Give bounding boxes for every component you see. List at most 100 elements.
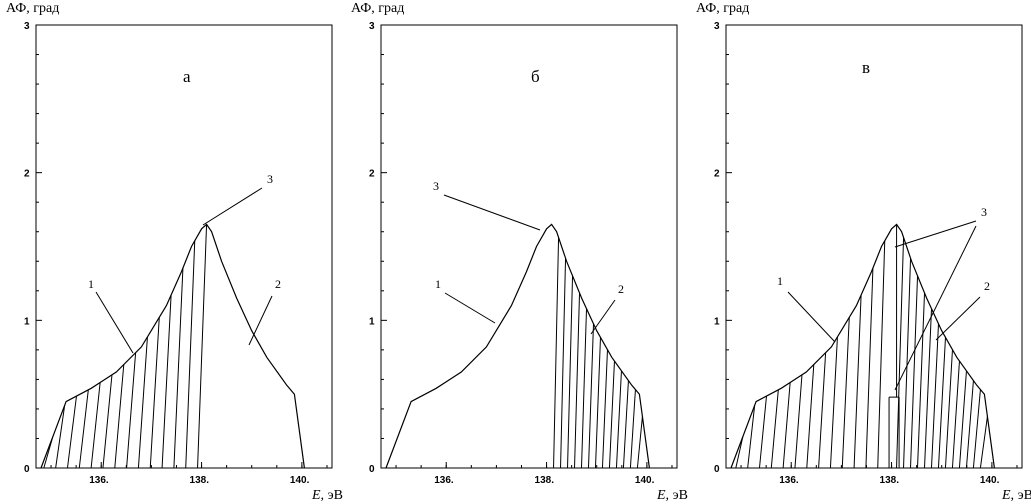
leader-line-3 <box>443 194 541 231</box>
curve-label-3: 3 <box>981 205 987 219</box>
hatch-line <box>923 308 933 469</box>
hatch-line <box>951 360 960 469</box>
y-tick-label: 1 <box>369 316 375 327</box>
leader-line-2 <box>935 296 981 341</box>
hatch-line <box>149 317 160 469</box>
x-tick-label: 138. <box>880 475 900 486</box>
hatch-line <box>137 336 148 469</box>
y-tick-label: 2 <box>24 169 30 180</box>
hatch-line <box>853 295 862 469</box>
leader-line-3-b <box>894 225 977 391</box>
hatch-line <box>567 275 574 469</box>
plot-frame <box>35 24 333 469</box>
hatch-line <box>794 374 803 469</box>
y-tick-label: 2 <box>369 169 375 180</box>
hatch-line <box>944 349 953 469</box>
x-tick-label: 140. <box>635 475 655 486</box>
panel-letter: а <box>183 67 191 86</box>
x-tick-label: 140. <box>980 475 1000 486</box>
y-tick-label: 0 <box>24 464 30 475</box>
chart-panel-b: 0 1 2 3 136. 138. 140. АФ, град E, эВ б 1 2 3 <box>345 0 689 504</box>
hatch-line <box>126 352 137 469</box>
hatch-line <box>90 382 101 469</box>
hatch-line <box>770 389 779 469</box>
chart-svg-c: 0 1 2 3 136. 138. 140. АФ, град E, эВ в 1 2 3 <box>696 1 1031 503</box>
hatch-line <box>979 416 988 469</box>
x-axis-variable: E, <box>311 488 324 503</box>
chart-panel-c: 0 1 2 3 136. 138. 140. АФ, град E, эВ в 1 2 3 <box>690 0 1031 504</box>
hatch-line <box>560 258 567 469</box>
hatch-line <box>615 370 622 469</box>
hatch-line <box>937 337 946 469</box>
x-axis-variable: E, <box>656 488 669 503</box>
x-axis-title: E, эВ <box>656 488 688 503</box>
curve-label-2: 2 <box>618 282 624 296</box>
hatch-line <box>601 349 608 469</box>
hatch-line <box>587 323 595 469</box>
y-axis-title: АФ, град <box>6 1 59 16</box>
hatch-line <box>747 405 756 469</box>
y-tick-label: 0 <box>369 464 375 475</box>
hatch-line <box>818 352 827 469</box>
hatch-line <box>829 336 838 469</box>
leader-line-2 <box>590 299 616 335</box>
hatch-line <box>917 292 926 469</box>
panel-letter: в <box>862 58 870 77</box>
hatch-line <box>185 240 196 469</box>
hatch-line <box>574 292 581 469</box>
hatch-line <box>806 364 815 469</box>
x-axis-unit: эВ <box>1014 488 1031 503</box>
curve-label-2: 2 <box>984 279 990 293</box>
x-axis-unit: эВ <box>669 488 688 503</box>
x-tick-label: 136. <box>779 475 799 486</box>
y-tick-label: 3 <box>369 21 375 32</box>
x-tick-label: 136. <box>434 475 454 486</box>
leader-line-1 <box>444 292 496 324</box>
curve-label-1: 1 <box>88 277 94 291</box>
spectrum-curve <box>385 223 650 469</box>
hatch-line <box>608 360 615 469</box>
hatch-line <box>553 237 560 469</box>
curve-label-3: 3 <box>433 179 439 193</box>
x-axis-variable: E, <box>1001 488 1014 503</box>
y-tick-label: 3 <box>24 21 30 32</box>
leader-line-2 <box>248 295 273 346</box>
y-axis-title: АФ, град <box>351 1 404 16</box>
hatch-line <box>197 224 208 469</box>
hatch-line <box>972 389 981 469</box>
panel-letter: б <box>531 67 540 86</box>
y-tick-label: 1 <box>714 316 720 327</box>
hatch-line <box>622 380 629 469</box>
hatch-line <box>896 237 905 469</box>
curve-label-1: 1 <box>435 277 441 291</box>
hatch-line <box>841 317 850 469</box>
hatch-line <box>958 370 967 469</box>
y-axis-title: АФ, град <box>696 1 749 16</box>
chart-svg-b: 0 1 2 3 136. 138. 140. АФ, град E, эВ б 1 2 3 <box>351 1 688 503</box>
hatch-line <box>903 258 912 469</box>
x-tick-label: 136. <box>89 475 109 486</box>
hatch-line <box>782 382 791 469</box>
plot-frame <box>380 24 678 469</box>
y-tick-label: 1 <box>24 316 30 327</box>
x-axis-title: E, эВ <box>311 488 343 503</box>
hatch-line <box>66 395 77 469</box>
hatch-line <box>877 240 886 469</box>
x-tick-label: 138. <box>535 475 555 486</box>
x-tick-label: 140. <box>290 475 310 486</box>
spectrum-curve <box>730 223 995 469</box>
hatch-line <box>910 275 919 469</box>
hatch-line <box>735 436 744 469</box>
hatch-line <box>965 380 974 469</box>
curve-label-3: 3 <box>267 172 273 186</box>
hatch-line <box>102 374 113 469</box>
hatch-line <box>55 405 66 469</box>
chart-panel-a: 0 1 2 3 136. 138. 140. АФ, град E, эВ а 1 2 3 <box>0 0 344 504</box>
leader-line-1 <box>95 291 134 354</box>
hatch-line <box>865 267 874 469</box>
x-axis-title: E, эВ <box>1001 488 1031 503</box>
y-tick-label: 2 <box>714 169 720 180</box>
hatch-line <box>629 389 636 469</box>
plot-frame <box>725 24 1023 469</box>
y-tick-label: 0 <box>714 464 720 475</box>
